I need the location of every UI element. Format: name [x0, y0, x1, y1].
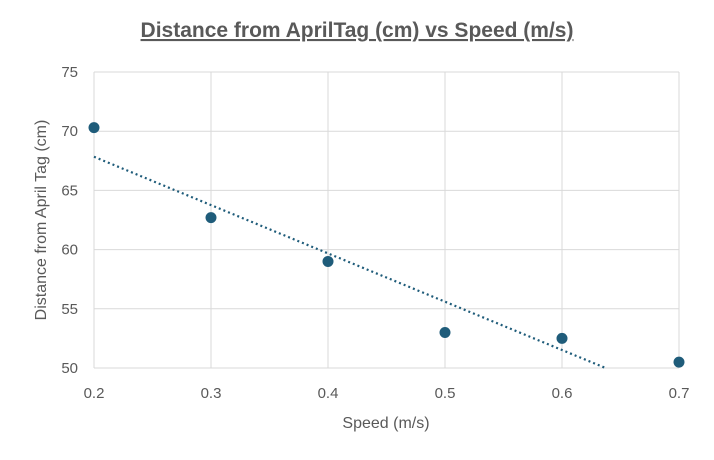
data-point — [556, 332, 568, 344]
x-tick-label: 0.5 — [435, 385, 456, 402]
trendline-path — [93, 155, 607, 370]
data-point — [673, 356, 685, 368]
data-point — [439, 326, 451, 338]
y-tick-label: 50 — [61, 360, 78, 377]
x-axis-label: Speed (m/s) — [342, 415, 429, 432]
y-tick-label: 65 — [61, 182, 78, 199]
y-axis-label: Distance from April Tag (cm) — [33, 120, 50, 321]
chart-title: Distance from AprilTag (cm) vs Speed (m/… — [141, 19, 574, 42]
trendline — [93, 155, 607, 370]
x-tick-label: 0.6 — [552, 385, 573, 402]
y-tick-label: 70 — [61, 123, 78, 140]
x-tick-label: 0.4 — [318, 385, 339, 402]
y-tick-label: 75 — [61, 64, 78, 81]
x-tick-label: 0.7 — [669, 385, 690, 402]
x-axis-ticks: 0.2 0.3 0.4 0.5 0.6 0.7 — [84, 385, 690, 402]
y-tick-label: 55 — [61, 301, 78, 318]
data-point — [205, 212, 217, 224]
data-point — [322, 255, 334, 267]
y-axis-ticks: 50 55 60 65 70 75 — [61, 64, 78, 377]
data-point — [88, 122, 100, 134]
y-tick-label: 60 — [61, 242, 78, 259]
x-tick-label: 0.3 — [201, 385, 222, 402]
x-tick-label: 0.2 — [84, 385, 105, 402]
data-points — [88, 122, 685, 368]
grid-lines — [93, 71, 680, 369]
